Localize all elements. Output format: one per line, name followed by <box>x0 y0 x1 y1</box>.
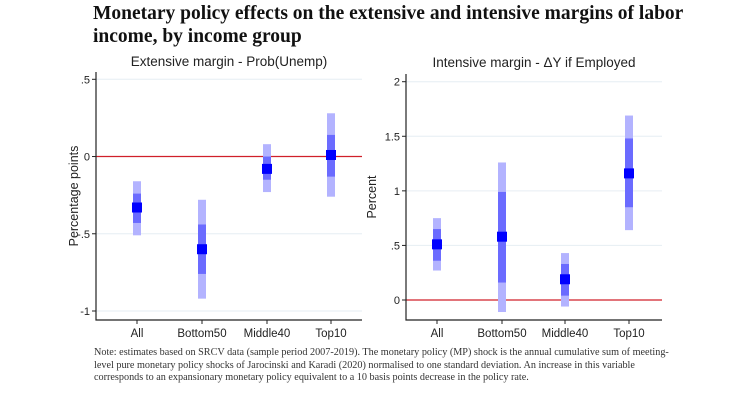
point-estimate <box>560 274 570 285</box>
x-tick-label: Bottom50 <box>177 328 226 340</box>
y-axis-label: Percentage points <box>67 146 81 247</box>
point-estimate <box>497 231 507 242</box>
y-tick-label: .5 <box>391 240 400 252</box>
y-tick-label: -1 <box>80 306 90 318</box>
point-estimate <box>326 149 336 160</box>
y-tick-label: .5 <box>81 74 90 86</box>
y-tick-label: 0 <box>84 152 90 164</box>
y-tick-label: 0 <box>394 295 400 307</box>
point-estimate <box>132 202 142 213</box>
x-tick-label: Middle40 <box>542 328 589 340</box>
point-estimate <box>197 244 207 255</box>
figure-title: Monetary policy effects on the extensive… <box>93 3 683 47</box>
chart-panel-2: Intensive margin - ΔY if Employed 0 .5 1 1.5… <box>365 55 662 340</box>
chart-panel-1: Extensive margin - Prob(Unemp) -1 -.5 0 .5 Pe… <box>67 54 362 340</box>
axis-frame <box>405 74 662 321</box>
x-tick-label: All <box>431 328 444 340</box>
y-tick-label: 2 <box>394 77 400 89</box>
point-estimate <box>262 163 272 174</box>
x-tick-label: All <box>131 328 144 340</box>
y-tick-label: -.5 <box>77 229 90 241</box>
chart-title: Extensive margin - Prob(Unemp) <box>131 54 328 69</box>
y-tick-label: 1 <box>394 186 400 198</box>
x-tick-label: Bottom50 <box>477 328 526 340</box>
x-tick-label: Top10 <box>613 328 644 340</box>
figure-note: Note: estimates based on SRCV data (samp… <box>94 347 669 384</box>
y-tick-label: 1.5 <box>385 131 400 143</box>
y-axis-label: Percent <box>365 175 379 219</box>
x-tick-label: Top10 <box>315 328 346 340</box>
axis-frame <box>95 72 362 321</box>
point-estimate <box>624 168 634 179</box>
chart-title: Intensive margin - ΔY if Employed <box>432 55 635 70</box>
point-estimate <box>432 239 442 250</box>
x-tick-label: Middle40 <box>244 328 291 340</box>
